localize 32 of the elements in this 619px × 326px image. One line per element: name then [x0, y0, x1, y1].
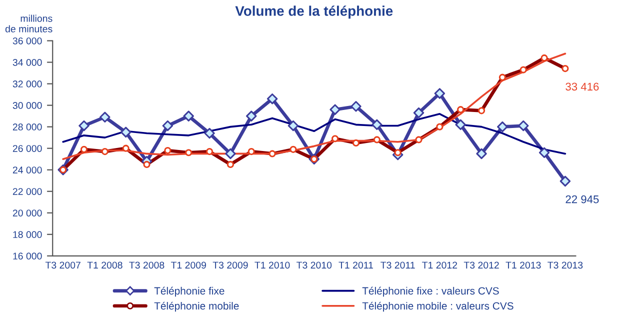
legend-label: Téléphonie fixe : valeurs CVS — [362, 286, 499, 297]
x-tick-label: T1 2008 — [87, 262, 122, 269]
x-tick-label: T3 2012 — [464, 262, 499, 269]
x-tick-label: T1 2009 — [170, 262, 206, 269]
legend-label: Téléphonie mobile : valeurs CVS — [362, 302, 514, 312]
x-tick-label: T3 2011 — [380, 262, 415, 269]
y-tick-label: 26 000 — [12, 145, 42, 152]
y-tick-label: 20 000 — [12, 210, 42, 216]
y-tick-label: 18 000 — [13, 231, 42, 238]
y-tick-label: 24 000 — [12, 166, 42, 174]
x-tick-label: T3 2010 — [296, 262, 332, 269]
y-axis-title: millions de minutes — [5, 14, 52, 32]
chart-title: Volume de la téléphonie — [235, 6, 393, 19]
y-tick-label: 30 000 — [12, 102, 42, 109]
y-tick-label: 32 000 — [12, 80, 42, 88]
x-tick-label: T1 2011 — [338, 262, 373, 269]
annotation: 33 416 — [566, 82, 599, 91]
x-tick-label: T3 2009 — [212, 262, 248, 269]
x-tick-label: T3 2008 — [129, 262, 164, 269]
y-tick-label: 34 000 — [12, 59, 42, 66]
annotation: 22 945 — [566, 195, 599, 204]
x-tick-label: T1 2013 — [506, 262, 541, 269]
y-tick-label: 36 000 — [12, 37, 42, 44]
y-tick-label: 28 000 — [12, 124, 42, 130]
x-tick-label: T1 2012 — [422, 262, 458, 269]
y-tick-label: 22 000 — [12, 188, 42, 195]
x-tick-label: T3 2007 — [45, 262, 80, 269]
x-tick-label: T3 2013 — [548, 262, 583, 269]
legend-label: Téléphonie mobile — [154, 302, 239, 312]
y-tick-label: 16 000 — [13, 252, 42, 260]
x-tick-label: T1 2010 — [254, 262, 290, 269]
legend-label: Téléphonie fixe — [154, 286, 224, 297]
